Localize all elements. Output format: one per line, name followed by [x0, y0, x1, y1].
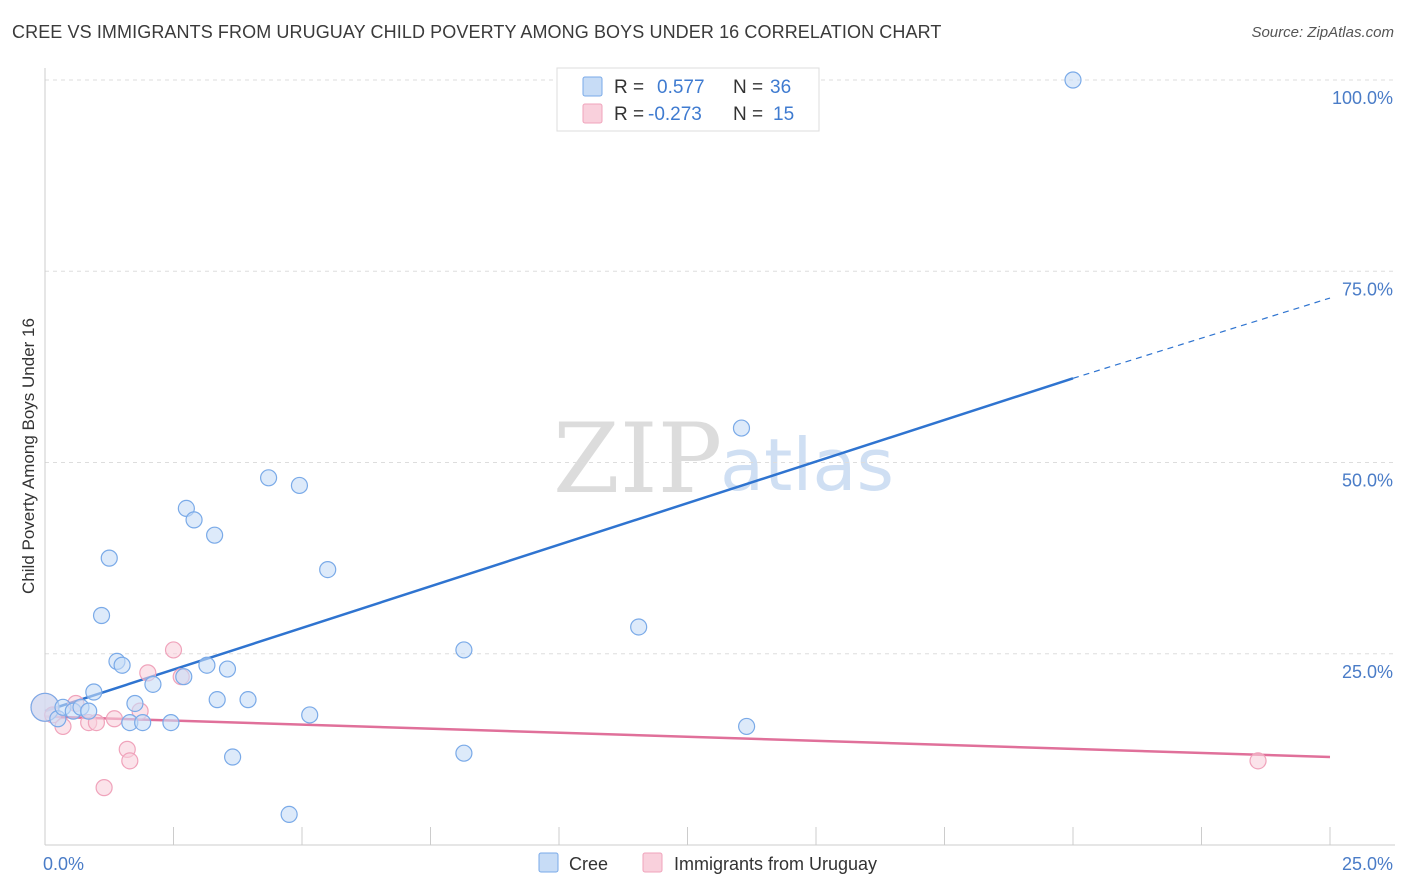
- y-tick-label-1: 50.0%: [1342, 471, 1393, 491]
- point-uruguay-12[interactable]: [164, 641, 183, 659]
- legend-n-label-uruguay: N =: [733, 104, 763, 125]
- point-cree-16[interactable]: [175, 668, 193, 686]
- legend-n-label-cree: N =: [733, 77, 763, 98]
- point-uruguay-7[interactable]: [105, 710, 123, 728]
- legend-r-value-cree: 0.577: [657, 77, 705, 98]
- legend-swatch-uruguay: [582, 103, 603, 124]
- trend-line-uruguay: [44, 715, 1331, 759]
- y-axis-label: Child Poverty Among Boys Under 16: [19, 318, 38, 594]
- source-credit: Source: ZipAtlas.com: [1251, 24, 1394, 41]
- point-cree-5[interactable]: [80, 702, 98, 720]
- y-tick-label-2: 75.0%: [1342, 279, 1393, 299]
- point-cree-24[interactable]: [239, 691, 257, 709]
- y-axis-tick-labels: 25.0% 50.0% 75.0% 100.0%: [1332, 88, 1393, 682]
- trend-line-cree-projection: [1072, 297, 1331, 379]
- watermark: ZIP atlas: [553, 403, 894, 515]
- correlation-legend: R = 0.577 N = 36 R = -0.273 N = 15: [556, 67, 820, 132]
- point-cree-30[interactable]: [455, 641, 473, 659]
- point-cree-14[interactable]: [144, 675, 162, 693]
- point-cree-25[interactable]: [259, 469, 278, 487]
- point-cree-35[interactable]: [1064, 71, 1082, 89]
- y-tick-label-3: 100.0%: [1332, 88, 1393, 108]
- point-cree-20[interactable]: [206, 526, 224, 544]
- watermark-zip: ZIP: [553, 403, 722, 515]
- grid-lines: [45, 79, 1395, 655]
- data-points: [30, 71, 1267, 824]
- x-axis-ticks: [173, 827, 1331, 845]
- legend-n-value-cree: 36: [770, 77, 791, 98]
- point-uruguay-9[interactable]: [121, 752, 139, 770]
- point-cree-29[interactable]: [319, 560, 337, 579]
- series-legend-label-cree[interactable]: Cree: [569, 854, 608, 874]
- series-legend: Cree Immigrants from Uruguay: [538, 852, 877, 874]
- point-cree-33[interactable]: [732, 419, 751, 437]
- point-cree-10[interactable]: [113, 656, 131, 674]
- trend-line-cree: [44, 377, 1074, 713]
- series-legend-swatch-uruguay[interactable]: [642, 852, 663, 873]
- point-cree-7[interactable]: [92, 606, 111, 625]
- point-cree-21[interactable]: [208, 691, 226, 709]
- point-cree-22[interactable]: [218, 660, 237, 678]
- legend-swatch-cree: [582, 76, 603, 97]
- series-legend-label-uruguay[interactable]: Immigrants from Uruguay: [674, 854, 877, 874]
- trend-lines: [44, 297, 1331, 759]
- x-tick-label-0: 0.0%: [43, 854, 84, 874]
- point-cree-12[interactable]: [126, 694, 144, 713]
- point-cree-13[interactable]: [134, 713, 152, 732]
- point-cree-6[interactable]: [85, 683, 103, 701]
- point-cree-32[interactable]: [630, 618, 648, 636]
- legend-r-value-uruguay: -0.273: [648, 104, 702, 125]
- point-cree-8[interactable]: [100, 549, 118, 567]
- y-tick-label-0: 25.0%: [1342, 662, 1393, 682]
- x-tick-label-1: 25.0%: [1342, 854, 1393, 874]
- point-cree-23[interactable]: [224, 748, 242, 766]
- point-cree-34[interactable]: [738, 717, 756, 736]
- chart-title: CREE VS IMMIGRANTS FROM URUGUAY CHILD PO…: [12, 22, 942, 42]
- point-cree-31[interactable]: [455, 744, 473, 762]
- point-uruguay-6[interactable]: [95, 779, 113, 797]
- legend-r-label-cree: R =: [614, 77, 644, 98]
- legend-r-label-uruguay: R =: [614, 104, 644, 125]
- point-cree-15[interactable]: [162, 713, 180, 732]
- point-cree-26[interactable]: [280, 805, 298, 824]
- point-uruguay-14[interactable]: [1249, 752, 1267, 770]
- point-cree-19[interactable]: [198, 656, 216, 674]
- series-legend-swatch-cree[interactable]: [538, 852, 559, 873]
- point-cree-28[interactable]: [301, 706, 319, 724]
- legend-n-value-uruguay: 15: [773, 104, 794, 125]
- x-axis-tick-labels: 0.0% 25.0%: [43, 854, 1393, 874]
- point-cree-18[interactable]: [185, 511, 203, 529]
- point-cree-27[interactable]: [290, 476, 309, 495]
